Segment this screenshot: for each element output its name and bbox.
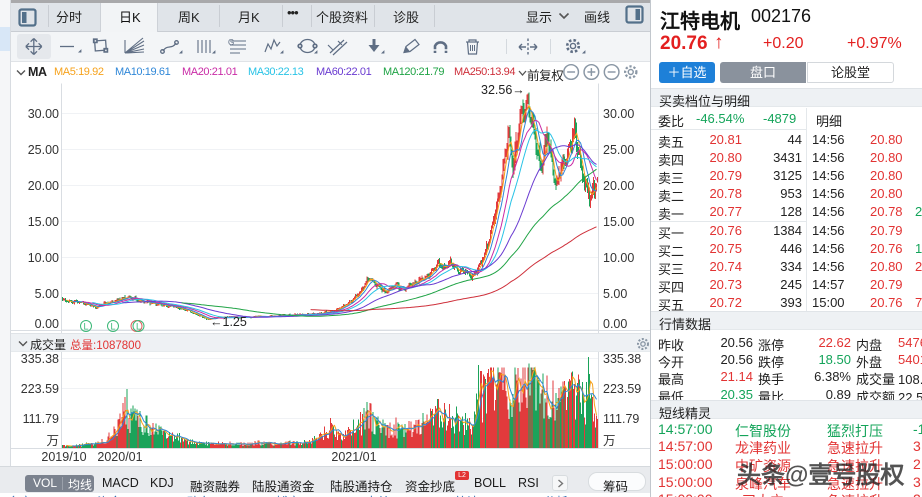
svg-text:2019/10: 2019/10 (41, 450, 86, 464)
svg-text:5.00: 5.00 (35, 287, 59, 301)
svg-text:←1.25: ←1.25 (210, 315, 247, 329)
svg-text:L: L (110, 322, 115, 332)
svg-text:10.00: 10.00 (28, 251, 59, 265)
svg-text:万: 万 (46, 434, 59, 448)
svg-text:32.56→: 32.56→ (481, 83, 525, 97)
svg-text:30.00: 30.00 (603, 107, 634, 121)
svg-text:111.79: 111.79 (603, 412, 639, 426)
svg-text:万: 万 (603, 434, 616, 448)
svg-text:L: L (136, 322, 141, 332)
svg-text:5.00: 5.00 (603, 287, 627, 301)
svg-text:25.00: 25.00 (28, 143, 59, 157)
svg-text:L: L (83, 322, 88, 332)
svg-text:223.59: 223.59 (603, 382, 641, 396)
svg-text:223.59: 223.59 (21, 382, 59, 396)
svg-text:0.00: 0.00 (35, 317, 59, 331)
svg-text:G: G (228, 38, 234, 47)
svg-text:15.00: 15.00 (603, 215, 634, 229)
svg-text:30.00: 30.00 (28, 107, 59, 121)
svg-text:2020/01: 2020/01 (97, 450, 142, 464)
svg-text:2021/01: 2021/01 (331, 450, 376, 464)
svg-text:111.79: 111.79 (23, 412, 59, 426)
svg-text:335.38: 335.38 (21, 352, 59, 366)
svg-text:0.00: 0.00 (603, 317, 627, 331)
svg-text:335.38: 335.38 (603, 352, 641, 366)
svg-text:15.00: 15.00 (28, 215, 59, 229)
svg-text:10.00: 10.00 (603, 251, 634, 265)
svg-text:25.00: 25.00 (603, 143, 634, 157)
svg-text:20.00: 20.00 (28, 179, 59, 193)
svg-text:20.00: 20.00 (603, 179, 634, 193)
